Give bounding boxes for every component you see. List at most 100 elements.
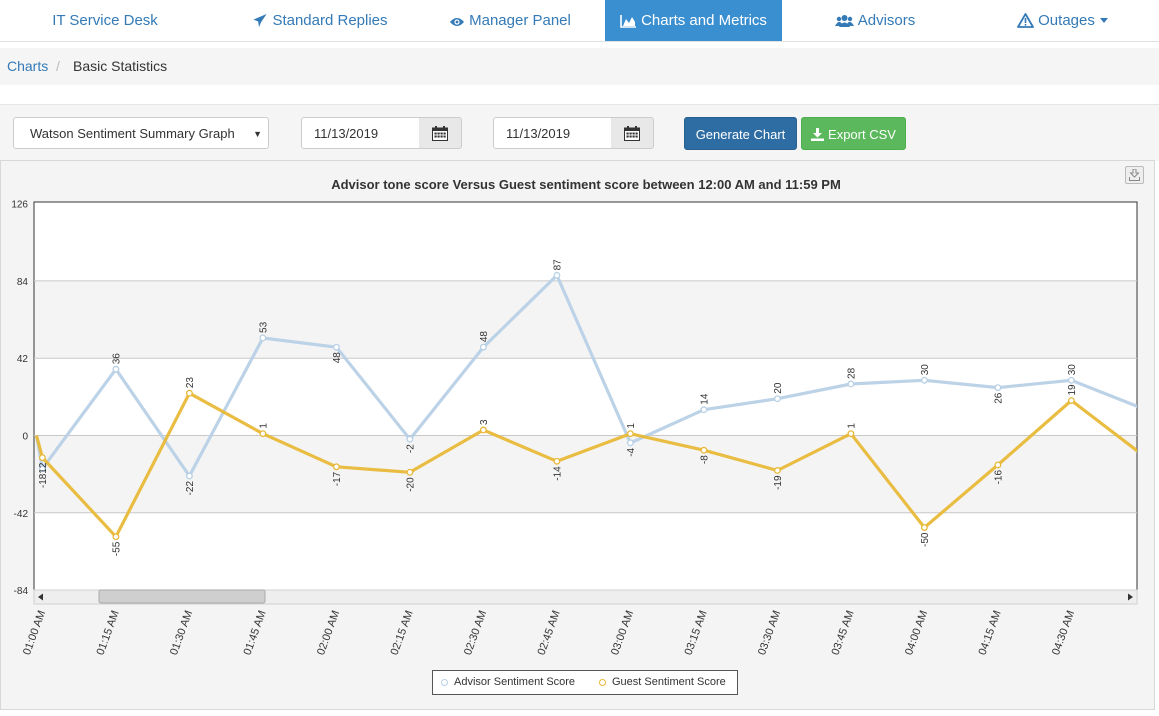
data-label: -20 [405, 477, 416, 492]
nav-label: Manager Panel [469, 12, 571, 29]
data-point [920, 376, 928, 384]
data-point [185, 389, 193, 397]
x-scrollbar-track[interactable] [33, 589, 1138, 605]
breadcrumb: Charts / Basic Statistics [0, 48, 1159, 85]
nav-label: Standard Replies [272, 12, 388, 29]
data-point [994, 384, 1002, 392]
y-tick-label: -84 [14, 586, 29, 597]
chart-download-button[interactable] [1125, 166, 1144, 184]
nav-advisors[interactable]: Advisors [800, 0, 950, 41]
nav-label: Outages [1038, 12, 1095, 29]
plot-bands [34, 280, 1137, 513]
start-date-input[interactable]: 11/13/2019 [301, 117, 421, 149]
data-point [553, 457, 561, 465]
breadcrumb-separator: / [56, 58, 60, 74]
breadcrumb-link-charts[interactable]: Charts [7, 58, 49, 74]
nav-standard-replies[interactable]: Standard Replies [235, 0, 405, 41]
legend-item-guest[interactable]: Guest Sentiment Score [599, 671, 726, 694]
data-label: -19 [773, 475, 784, 490]
data-point [626, 430, 634, 438]
chevron-down-icon: ▼ [253, 129, 262, 139]
x-tick-label: 03:45 AM [830, 609, 857, 657]
y-tick-label: 0 [22, 432, 28, 443]
legend-marker-advisor [441, 679, 448, 686]
data-label: 26 [993, 392, 1004, 404]
x-scrollbar-thumb[interactable] [98, 589, 266, 604]
paper-plane-icon [253, 13, 268, 28]
data-label: 23 [185, 377, 196, 389]
data-point [112, 533, 120, 541]
generate-chart-button[interactable]: Generate Chart [684, 117, 797, 150]
legend-label-guest: Guest Sentiment Score [612, 676, 726, 688]
data-label: 12 [38, 462, 49, 474]
x-tick-label: 04:30 AM [1050, 609, 1077, 657]
scroll-left-arrow[interactable] [38, 593, 43, 601]
export-csv-button[interactable]: Export CSV [801, 117, 906, 150]
gridlines [34, 280, 1137, 514]
data-point [332, 343, 340, 351]
chart-legend: Advisor Sentiment Score Guest Sentiment … [432, 670, 738, 695]
nav-outages-dropdown[interactable]: Outages [985, 0, 1140, 41]
nav-it-service-desk[interactable]: IT Service Desk [20, 0, 190, 41]
data-label: 3 [479, 419, 490, 425]
nav-manager-panel[interactable]: Manager Panel [425, 0, 595, 41]
data-label: -55 [111, 541, 122, 556]
data-point [406, 435, 414, 443]
data-label: 30 [1067, 364, 1078, 376]
end-date-input[interactable]: 11/13/2019 [493, 117, 613, 149]
x-tick-label: 03:15 AM [683, 609, 710, 657]
export-label: Export CSV [828, 127, 896, 142]
data-label: -8 [699, 455, 710, 464]
data-point [553, 271, 561, 279]
x-tick-label: 02:45 AM [536, 609, 563, 657]
data-label: 30 [920, 364, 931, 376]
data-label: -50 [920, 532, 931, 547]
data-point [773, 467, 781, 474]
data-point [259, 334, 267, 342]
x-tick-label: 02:15 AM [389, 609, 416, 657]
data-point [847, 380, 855, 388]
start-date-calendar-button[interactable] [419, 117, 462, 149]
chart-type-select[interactable]: Watson Sentiment Summary Graph ▼ [13, 117, 269, 149]
nav-label: IT Service Desk [52, 12, 158, 29]
x-tick-label: 02:00 AM [315, 609, 342, 657]
y-tick-label: 84 [17, 277, 29, 288]
data-point [1067, 376, 1075, 384]
data-point [259, 430, 267, 438]
data-label: -17 [332, 471, 343, 486]
nav-charts-and-metrics[interactable]: Charts and Metrics [605, 0, 782, 41]
scroll-right-arrow[interactable] [1128, 593, 1133, 601]
nav-label: Advisors [857, 12, 916, 29]
data-label: -22 [185, 481, 196, 496]
data-label: -16 [993, 470, 1004, 485]
download-icon [1129, 169, 1140, 181]
end-date-calendar-button[interactable] [611, 117, 654, 149]
x-tick-label: 01:00 AM [21, 609, 48, 657]
y-tick-label: 126 [11, 200, 28, 211]
data-label: -2 [405, 444, 416, 453]
nav-label: Charts and Metrics [641, 12, 767, 29]
data-point [847, 430, 855, 438]
series-points [38, 271, 1075, 541]
x-tick-label: 01:30 AM [168, 609, 195, 657]
legend-marker-guest [599, 679, 606, 686]
data-point [920, 524, 928, 531]
data-label: 87 [552, 259, 563, 271]
x-tick-label: 01:45 AM [242, 609, 269, 657]
chart-toolbar: Watson Sentiment Summary Graph ▼ 11/13/2… [0, 104, 1159, 161]
data-point [479, 426, 487, 434]
x-tick-label: 04:00 AM [903, 609, 930, 657]
chevron-down-icon [1099, 18, 1108, 23]
chart-title: Advisor tone score Versus Guest sentimen… [331, 177, 841, 192]
data-point [1067, 397, 1075, 404]
plot-band [34, 435, 1137, 513]
data-label: -14 [552, 466, 563, 481]
y-tick-label: 42 [17, 354, 29, 365]
x-axis-ticks: 01:00 AM 01:15 AM 01:30 AM 01:45 AM 02:00 AM… [21, 609, 1077, 657]
data-point [406, 468, 414, 476]
data-label: 14 [699, 393, 710, 405]
x-tick-label: 02:30 AM [462, 609, 489, 657]
legend-item-advisor[interactable]: Advisor Sentiment Score [441, 671, 575, 694]
x-tick-label: 01:15 AM [95, 609, 122, 657]
